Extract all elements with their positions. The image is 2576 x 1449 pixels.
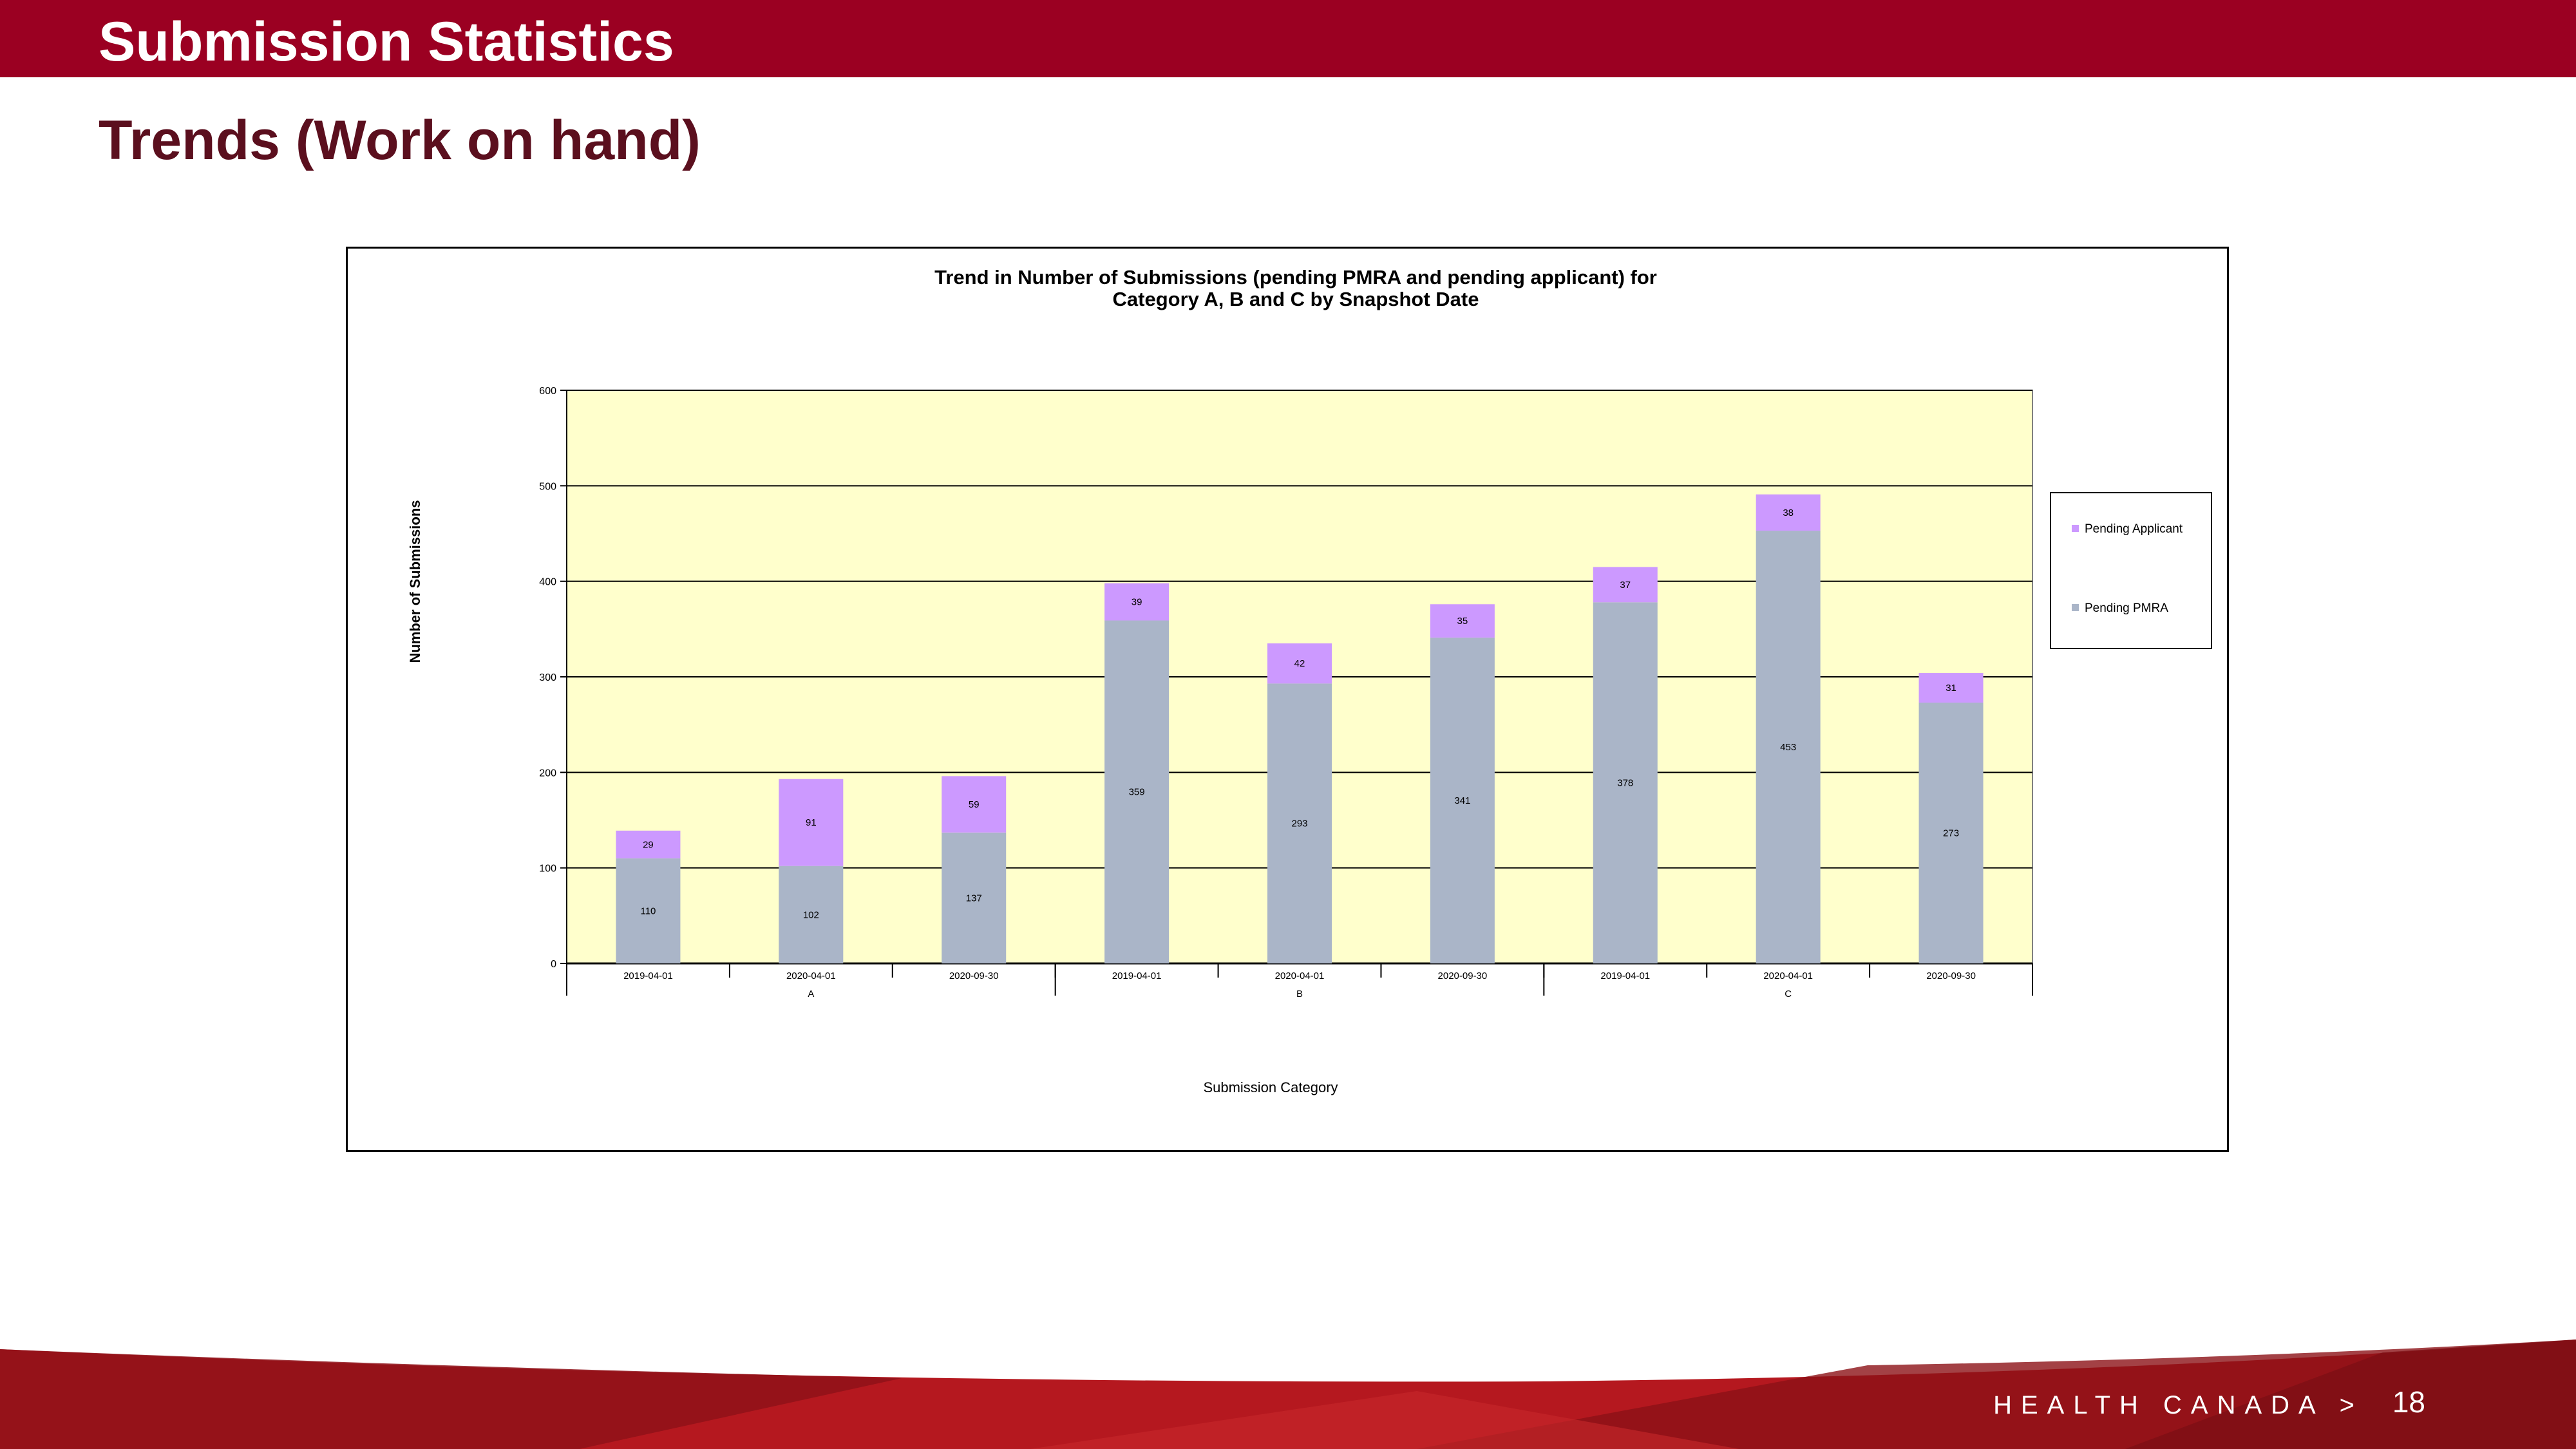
data-label-pmra: 137 <box>966 893 982 904</box>
data-label-pmra: 378 <box>1617 778 1633 789</box>
bar-pending-applicant <box>1918 673 1984 703</box>
y-tick-label: 0 <box>551 959 556 970</box>
bar-pending-pmra <box>1593 602 1658 963</box>
footer-brand: HEALTH CANADA > <box>1993 1391 2363 1419</box>
data-label-applicant: 91 <box>806 817 817 828</box>
y-tick-label: 100 <box>539 864 556 875</box>
bar-pending-pmra <box>1918 703 1984 963</box>
data-label-applicant: 37 <box>1620 580 1631 591</box>
data-label-applicant: 42 <box>1294 658 1305 669</box>
header-bar <box>0 0 2576 77</box>
x-tick-label: 2020-04-01 <box>786 971 836 981</box>
data-label-pmra: 359 <box>1129 787 1145 798</box>
data-label-pmra: 102 <box>803 909 819 920</box>
data-label-pmra: 273 <box>1943 828 1959 839</box>
legend-box <box>2050 492 2212 649</box>
slide-title: Submission Statistics <box>99 11 674 73</box>
data-label-pmra: 293 <box>1291 819 1307 829</box>
y-tick-label: 600 <box>539 386 556 397</box>
bar-pending-applicant <box>1267 643 1332 684</box>
bar-pending-applicant <box>1593 567 1658 603</box>
chart: Trend in Number of Submissions (pending … <box>407 266 2212 1095</box>
y-tick-label: 200 <box>539 768 556 779</box>
footer-decoration <box>0 1340 2576 1449</box>
bar-pending-applicant <box>1104 583 1170 621</box>
bar-pending-pmra <box>1104 620 1170 963</box>
x-tick-label: 2020-04-01 <box>1763 971 1813 981</box>
data-label-applicant: 31 <box>1946 683 1956 694</box>
bar-pending-pmra <box>1267 683 1332 963</box>
bar-pending-applicant <box>1756 494 1821 531</box>
x-axis-title: Submission Category <box>1203 1079 1338 1095</box>
chart-title-line: Category A, B and C by Snapshot Date <box>1113 288 1479 310</box>
data-label-pmra: 110 <box>640 905 656 916</box>
group-label: B <box>1296 989 1303 999</box>
data-label-pmra: 453 <box>1780 742 1796 753</box>
legend-label: Pending PMRA <box>2085 601 2168 615</box>
bar-pending-applicant <box>942 776 1007 833</box>
bar-pending-pmra <box>779 866 844 963</box>
x-tick-label: 2019-04-01 <box>623 971 673 981</box>
page-number: 18 <box>2392 1385 2425 1419</box>
x-tick-label: 2020-09-30 <box>949 971 999 981</box>
data-label-pmra: 341 <box>1454 795 1470 806</box>
chart-title-line: Trend in Number of Submissions (pending … <box>934 266 1657 289</box>
x-tick-label: 2019-04-01 <box>1112 971 1162 981</box>
slide-subtitle: Trends (Work on hand) <box>99 109 701 171</box>
y-tick-label: 500 <box>539 481 556 492</box>
data-label-applicant: 39 <box>1132 597 1142 608</box>
legend-swatch <box>2072 525 2079 532</box>
bar-pending-pmra <box>942 832 1007 963</box>
bar-pending-applicant <box>1430 604 1495 638</box>
data-label-applicant: 29 <box>643 839 654 850</box>
x-tick-label: 2019-04-01 <box>1600 971 1650 981</box>
group-label: C <box>1785 989 1792 999</box>
y-tick-label: 400 <box>539 577 556 588</box>
legend-swatch <box>2072 604 2079 611</box>
x-tick-label: 2020-04-01 <box>1275 971 1325 981</box>
y-tick-label: 300 <box>539 672 556 683</box>
x-tick-label: 2020-09-30 <box>1926 971 1976 981</box>
bar-pending-pmra <box>616 858 681 963</box>
legend-label: Pending Applicant <box>2085 522 2183 536</box>
bar-pending-applicant <box>616 830 681 858</box>
group-label: A <box>808 989 814 999</box>
data-label-applicant: 59 <box>969 799 980 810</box>
y-axis-title: Number of Submissions <box>407 500 423 663</box>
bar-pending-applicant <box>779 779 844 866</box>
bar-pending-pmra <box>1756 531 1821 963</box>
data-label-applicant: 35 <box>1457 616 1468 627</box>
x-tick-label: 2020-09-30 <box>1438 971 1488 981</box>
data-label-applicant: 38 <box>1783 507 1794 518</box>
bar-pending-pmra <box>1430 638 1495 963</box>
